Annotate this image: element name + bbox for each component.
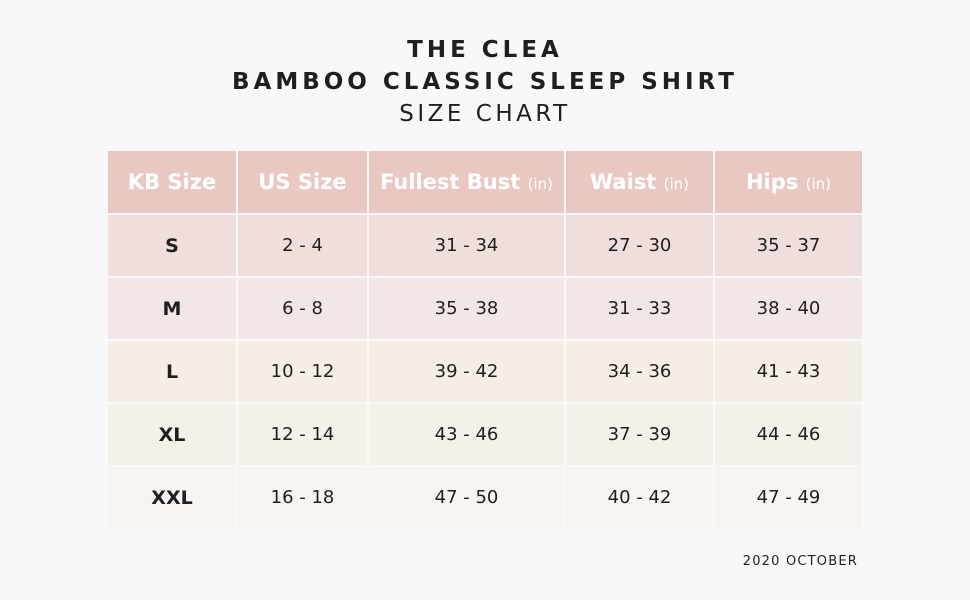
column-header-us-size: US Size: [236, 149, 369, 215]
us-size-cell: 12 - 14: [236, 402, 369, 467]
column-header-waist: Waist (in): [564, 149, 715, 215]
column-header-unit: (in): [527, 175, 553, 193]
column-header-hips: Hips (in): [713, 149, 864, 215]
waist-cell: 27 - 30: [564, 213, 715, 278]
hips-cell: 44 - 46: [713, 402, 864, 467]
column-header-label: Waist: [589, 170, 657, 194]
waist-cell: 40 - 42: [564, 465, 715, 530]
bust-cell: 39 - 42: [367, 339, 566, 404]
bust-cell: 31 - 34: [367, 213, 566, 278]
column-header-kb-size: KB Size: [106, 149, 238, 215]
product-name-title: BAMBOO CLASSIC SLEEP SHIRT: [232, 69, 738, 95]
bust-cell: 35 - 38: [367, 276, 566, 341]
title-block: THE CLEA BAMBOO CLASSIC SLEEP SHIRT SIZE…: [0, 34, 970, 130]
hips-cell: 41 - 43: [713, 339, 864, 404]
column-header-label: Hips: [745, 170, 799, 194]
kb-size-cell: XL: [106, 402, 238, 467]
table-row: XL 12 - 14 43 - 46 37 - 39 44 - 46: [106, 402, 864, 467]
hips-cell: 47 - 49: [713, 465, 864, 530]
table-header-row: KB Size US Size Fullest Bust (in) Waist …: [106, 149, 864, 215]
column-header-unit: (in): [663, 175, 690, 193]
column-header-unit: (in): [805, 175, 831, 193]
us-size-cell: 10 - 12: [236, 339, 369, 404]
waist-cell: 31 - 33: [564, 276, 715, 341]
us-size-cell: 16 - 18: [236, 465, 369, 530]
column-header-label: US Size: [258, 170, 347, 194]
bust-cell: 47 - 50: [367, 465, 566, 530]
column-header-label: KB Size: [127, 170, 217, 194]
waist-cell: 37 - 39: [564, 402, 715, 467]
kb-size-cell: M: [106, 276, 238, 341]
us-size-cell: 6 - 8: [236, 276, 369, 341]
column-header-fullest-bust: Fullest Bust (in): [367, 149, 566, 215]
table-row: L 10 - 12 39 - 42 34 - 36 41 - 43: [106, 339, 864, 404]
size-chart-table: KB Size US Size Fullest Bust (in) Waist …: [106, 149, 864, 530]
table-row: XXL 16 - 18 47 - 50 40 - 42 47 - 49: [106, 465, 864, 530]
chart-date: 2020 OCTOBER: [742, 554, 858, 569]
size-chart-subtitle: SIZE CHART: [399, 101, 571, 127]
table-row: M 6 - 8 35 - 38 31 - 33 38 - 40: [106, 276, 864, 341]
table-row: S 2 - 4 31 - 34 27 - 30 35 - 37: [106, 213, 864, 278]
kb-size-cell: XXL: [106, 465, 238, 530]
hips-cell: 38 - 40: [713, 276, 864, 341]
kb-size-cell: L: [106, 339, 238, 404]
waist-cell: 34 - 36: [564, 339, 715, 404]
product-line-title: THE CLEA: [407, 37, 563, 63]
kb-size-cell: S: [106, 213, 238, 278]
hips-cell: 35 - 37: [713, 213, 864, 278]
us-size-cell: 2 - 4: [236, 213, 369, 278]
bust-cell: 43 - 46: [367, 402, 566, 467]
column-header-label: Fullest Bust: [380, 170, 521, 194]
